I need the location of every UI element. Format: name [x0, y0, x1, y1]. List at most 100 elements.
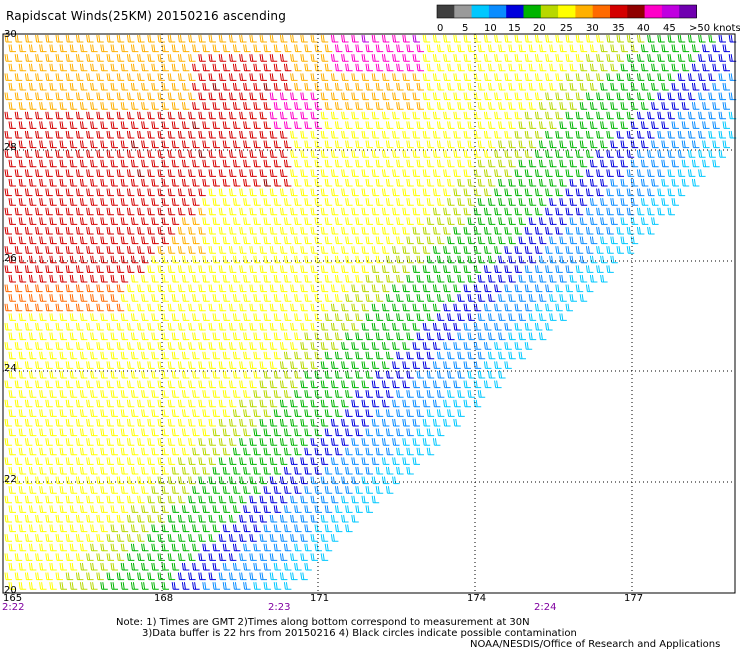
wind-barb	[18, 351, 27, 360]
wind-barb	[610, 178, 618, 187]
wind-barb	[406, 140, 414, 149]
wind-barb	[498, 63, 506, 72]
wind-barb	[290, 476, 298, 485]
wind-barb	[549, 313, 557, 321]
wind-barb	[589, 198, 598, 206]
wind-barb	[228, 111, 237, 120]
wind-barb	[192, 82, 200, 91]
wind-barb	[167, 514, 176, 523]
wind-barb	[106, 54, 114, 62]
wind-barb	[65, 361, 74, 369]
wind-barb	[259, 92, 267, 101]
wind-barb	[69, 486, 78, 494]
wind-barb	[406, 370, 414, 379]
wind-barb	[661, 140, 669, 149]
wind-barb	[294, 140, 302, 149]
wind-barb	[14, 476, 23, 485]
wind-barb	[273, 274, 282, 283]
wind-barb	[141, 543, 149, 552]
wind-barb	[514, 284, 522, 293]
wind-barb	[232, 409, 241, 417]
wind-barb	[375, 332, 384, 341]
wind-barb	[524, 54, 533, 62]
wind-barb	[620, 63, 628, 72]
wind-barb	[171, 102, 180, 110]
wind-barb	[585, 226, 594, 235]
wind-barb	[518, 178, 526, 187]
wind-barb	[341, 303, 349, 312]
wind-barb	[310, 284, 318, 293]
wind-barb	[457, 178, 465, 187]
wind-barb	[589, 44, 598, 53]
wind-barb	[188, 495, 196, 504]
wind-barb	[263, 178, 271, 187]
wind-barb	[320, 399, 329, 408]
wind-barb	[330, 380, 339, 389]
wind-barb	[120, 140, 129, 149]
wind-barb	[222, 505, 231, 513]
wind-barb	[49, 332, 57, 341]
wind-barb	[35, 322, 43, 331]
wind-barb	[151, 351, 159, 360]
wind-barb	[385, 274, 394, 283]
wind-barb	[351, 92, 359, 101]
wind-barb	[416, 447, 424, 456]
wind-barb	[90, 102, 98, 110]
wind-barb	[218, 476, 227, 485]
wind-barb	[181, 332, 190, 341]
wind-barb	[188, 438, 196, 446]
wind-barb	[385, 217, 394, 225]
wind-barb	[416, 236, 424, 245]
wind-barb	[487, 159, 496, 168]
wind-barb	[406, 332, 414, 341]
longitude-label: 165	[3, 593, 22, 604]
wind-barb	[167, 534, 176, 542]
wind-barb	[392, 111, 400, 120]
wind-barb	[243, 44, 251, 53]
wind-barb	[365, 332, 373, 341]
wind-barb	[137, 150, 145, 158]
wind-barb	[188, 553, 196, 561]
wind-barb	[100, 447, 108, 456]
wind-barb	[575, 226, 584, 235]
wind-barb	[310, 457, 318, 465]
wind-barb	[457, 313, 465, 321]
wind-barb	[371, 284, 380, 293]
wind-barb	[436, 294, 445, 302]
wind-barb	[35, 207, 43, 216]
wind-barb	[171, 390, 180, 398]
wind-barb	[253, 274, 261, 283]
wind-barb	[636, 130, 645, 139]
wind-barb	[426, 428, 435, 437]
wind-barb	[487, 82, 496, 91]
wind-barb	[361, 438, 369, 446]
wind-barb	[345, 140, 353, 149]
wind-barb	[249, 438, 257, 446]
wind-barb	[402, 54, 410, 62]
wind-barb	[130, 332, 139, 341]
wind-barb	[192, 140, 200, 149]
wind-barb	[35, 188, 43, 197]
wind-barb	[290, 188, 298, 197]
wind-barb	[75, 246, 84, 254]
wind-barb	[171, 543, 180, 552]
wind-barb	[177, 246, 186, 254]
wind-barb	[687, 150, 696, 158]
wind-barb	[192, 255, 200, 264]
wind-barb	[100, 217, 108, 225]
wind-barb	[412, 169, 420, 177]
wind-barb	[141, 582, 149, 590]
wind-barb	[249, 73, 257, 81]
wind-barb	[549, 44, 557, 53]
wind-barb	[181, 524, 190, 533]
wind-barb	[406, 82, 414, 91]
wind-barb	[579, 274, 588, 283]
wind-barb	[222, 159, 231, 168]
wind-barb	[518, 44, 526, 53]
wind-barb	[273, 44, 282, 53]
wind-barb	[385, 447, 394, 456]
wind-barb	[300, 534, 308, 542]
wind-barb	[279, 265, 288, 273]
wind-barb	[177, 361, 186, 369]
wind-barb	[100, 390, 108, 398]
